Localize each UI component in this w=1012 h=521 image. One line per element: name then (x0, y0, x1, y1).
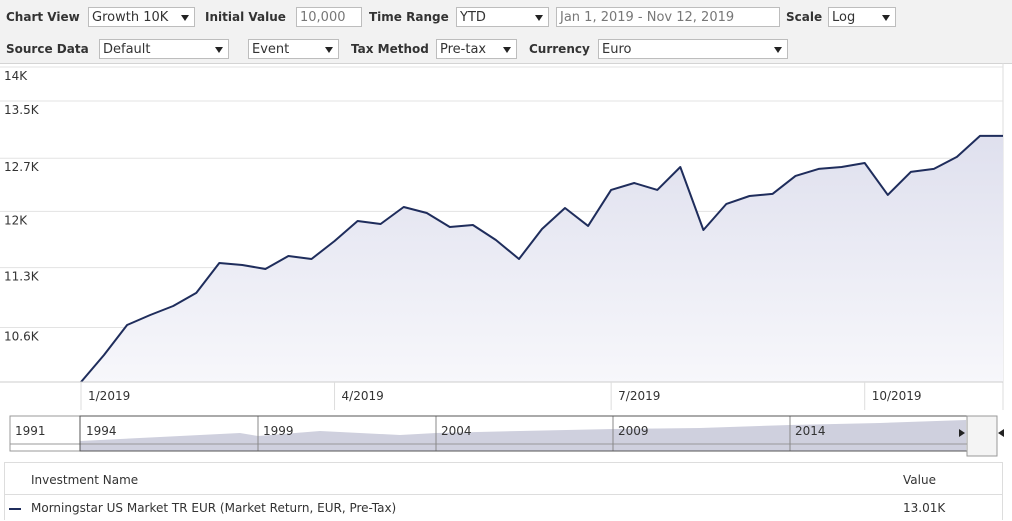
handle-arrow[interactable] (998, 429, 1004, 437)
label: Source Data (6, 42, 89, 56)
y-tick-label: 12K (4, 213, 28, 227)
label: Currency (529, 42, 590, 56)
navigator-label: 1991 (15, 424, 46, 438)
navigator[interactable]: 1991 1994 1999 2004 2009 2014 (0, 411, 1012, 461)
navigator-label: 2014 (795, 424, 826, 438)
navigator-label: 2004 (441, 424, 472, 438)
column-header: Investment Name (31, 473, 139, 487)
line (80, 134, 1003, 383)
dropdown[interactable]: YTD (456, 7, 549, 27)
row-divider (5, 494, 1002, 495)
date-input[interactable]: Jan 1, 2019 - Nov 12, 2019 (556, 7, 780, 27)
label: Scale (786, 10, 823, 24)
label: Time Range (369, 10, 449, 24)
y-tick-label: 12.7K (4, 160, 40, 174)
navigator-label: 2009 (618, 424, 649, 438)
x-tick-label: 1/2019 (88, 389, 130, 403)
cell: Morningstar US Market TR EUR (Market Ret… (31, 501, 397, 515)
dropdown[interactable]: Event (248, 39, 339, 59)
y-tick-label: 14K (4, 69, 28, 83)
dropdown[interactable]: Log (828, 7, 896, 27)
handle-arrow[interactable] (959, 429, 965, 437)
chart: 14K 13.5K 12.7K 12K 11.3K 10.6K 1/2019 4/2019 7/… (0, 63, 1004, 410)
text-input[interactable]: 10,000 (296, 7, 362, 27)
area (81, 135, 1003, 382)
navigator-handle[interactable] (966, 415, 998, 457)
column-header: Value (903, 473, 936, 487)
x-tick-label: 4/2019 (342, 389, 384, 403)
table: Investment Name Value Morningstar US Mar… (4, 462, 1003, 520)
cell: 13.01K (903, 501, 946, 515)
label: Initial Value (205, 10, 286, 24)
label: Tax Method (351, 42, 429, 56)
dropdown[interactable]: Euro (598, 39, 788, 59)
dropdown[interactable]: Growth 10K (88, 7, 195, 27)
label: Chart View (6, 10, 80, 24)
navigator-label: 1999 (263, 424, 294, 438)
legend-swatch (9, 508, 21, 510)
navigator-area (80, 420, 966, 451)
dropdown[interactable]: Pre-tax (436, 39, 517, 59)
navigator-label: 1994 (86, 424, 117, 438)
x-tick-label: 7/2019 (618, 389, 660, 403)
y-tick-label: 10.6K (4, 329, 40, 343)
y-tick-label: 11.3K (4, 270, 40, 284)
x-tick-label: 10/2019 (872, 389, 922, 403)
dropdown[interactable]: Default (99, 39, 229, 59)
y-tick-label: 13.5K (4, 103, 40, 117)
